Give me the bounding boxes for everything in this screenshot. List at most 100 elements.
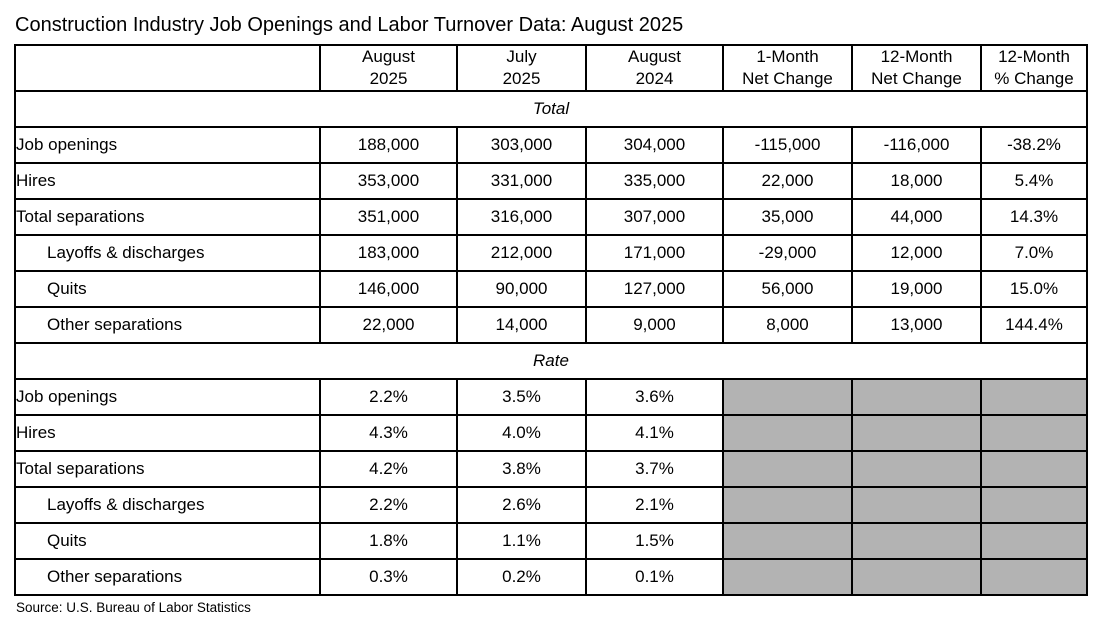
table-row: Other separations 0.3% 0.2% 0.1%: [14, 557, 1088, 596]
row-label: Total separations: [14, 449, 321, 488]
data-cell: 18,000: [851, 161, 982, 200]
empty-header-cell: [14, 44, 321, 92]
data-cell: 90,000: [456, 269, 587, 308]
jolts-table: August 2025 July 2025 August 2024 1-Mont…: [14, 44, 1088, 596]
column-header-line1: 12-Month: [880, 47, 953, 66]
page-title: Construction Industry Job Openings and L…: [15, 14, 684, 36]
data-cell: -116,000: [851, 125, 982, 164]
column-header-12-month-net-change: 12-Month Net Change: [851, 44, 982, 92]
data-cell: 3.5%: [456, 377, 587, 416]
blank-cell: [851, 377, 982, 416]
row-label: Quits: [14, 269, 321, 308]
table-row: Layoffs & discharges 183,000 212,000 171…: [14, 233, 1088, 272]
column-header-line1: July: [506, 47, 537, 66]
data-cell: 1.8%: [319, 521, 458, 560]
data-cell: 2.6%: [456, 485, 587, 524]
blank-cell: [851, 449, 982, 488]
row-label: Hires: [14, 413, 321, 452]
data-cell: 0.3%: [319, 557, 458, 596]
data-cell: 353,000: [319, 161, 458, 200]
data-cell: 19,000: [851, 269, 982, 308]
data-cell: -38.2%: [980, 125, 1088, 164]
data-cell: 15.0%: [980, 269, 1088, 308]
row-label: Layoffs & discharges: [14, 485, 321, 524]
data-cell: -115,000: [722, 125, 853, 164]
column-header-line1: August: [362, 47, 415, 66]
data-cell: 2.1%: [585, 485, 724, 524]
data-cell: 3.8%: [456, 449, 587, 488]
blank-cell: [851, 485, 982, 524]
data-cell: 212,000: [456, 233, 587, 272]
column-header-line2: Net Change: [871, 68, 962, 88]
blank-cell: [980, 485, 1088, 524]
data-cell: 351,000: [319, 197, 458, 236]
data-cell: 4.0%: [456, 413, 587, 452]
blank-cell: [722, 377, 853, 416]
data-cell: 303,000: [456, 125, 587, 164]
table-row: Total separations 351,000 316,000 307,00…: [14, 197, 1088, 236]
data-cell: 13,000: [851, 305, 982, 344]
blank-cell: [980, 377, 1088, 416]
data-cell: 2.2%: [319, 485, 458, 524]
data-cell: 2.2%: [319, 377, 458, 416]
data-cell: 0.1%: [585, 557, 724, 596]
blank-cell: [722, 521, 853, 560]
data-cell: -29,000: [722, 233, 853, 272]
section-band-row: Total: [14, 89, 1088, 128]
data-cell: 188,000: [319, 125, 458, 164]
data-cell: 9,000: [585, 305, 724, 344]
data-cell: 35,000: [722, 197, 853, 236]
blank-cell: [851, 413, 982, 452]
blank-cell: [722, 449, 853, 488]
blank-cell: [851, 521, 982, 560]
blank-cell: [980, 521, 1088, 560]
column-header-august-2025: August 2025: [319, 44, 458, 92]
table-row: Total separations 4.2% 3.8% 3.7%: [14, 449, 1088, 488]
data-cell: 307,000: [585, 197, 724, 236]
data-cell: 146,000: [319, 269, 458, 308]
column-header-line2: 2024: [635, 68, 674, 88]
section-header-total: Total: [14, 89, 1088, 128]
table-row: Other separations 22,000 14,000 9,000 8,…: [14, 305, 1088, 344]
table-row: Job openings 188,000 303,000 304,000 -11…: [14, 125, 1088, 164]
row-label: Other separations: [14, 557, 321, 596]
column-header-line2: 2025: [369, 68, 408, 88]
column-header-1-month-net-change: 1-Month Net Change: [722, 44, 853, 92]
data-cell: 56,000: [722, 269, 853, 308]
data-cell: 171,000: [585, 233, 724, 272]
data-cell: 5.4%: [980, 161, 1088, 200]
blank-cell: [722, 485, 853, 524]
section-band-row: Rate: [14, 341, 1088, 380]
data-cell: 22,000: [722, 161, 853, 200]
column-header-12-month-pct-change: 12-Month % Change: [980, 44, 1088, 92]
data-cell: 44,000: [851, 197, 982, 236]
row-label: Hires: [14, 161, 321, 200]
data-cell: 127,000: [585, 269, 724, 308]
blank-cell: [722, 557, 853, 596]
section-header-rate: Rate: [14, 341, 1088, 380]
data-cell: 3.7%: [585, 449, 724, 488]
data-cell: 3.6%: [585, 377, 724, 416]
data-cell: 12,000: [851, 233, 982, 272]
data-cell: 304,000: [585, 125, 724, 164]
blank-cell: [980, 449, 1088, 488]
table-row: Job openings 2.2% 3.5% 3.6%: [14, 377, 1088, 416]
row-label: Job openings: [14, 125, 321, 164]
blank-cell: [722, 413, 853, 452]
row-label: Job openings: [14, 377, 321, 416]
blank-cell: [980, 413, 1088, 452]
column-header-line1: 1-Month: [756, 47, 819, 66]
column-header-july-2025: July 2025: [456, 44, 587, 92]
blank-cell: [980, 557, 1088, 596]
data-cell: 1.5%: [585, 521, 724, 560]
column-header-line2: 2025: [502, 68, 541, 88]
table-row: Hires 353,000 331,000 335,000 22,000 18,…: [14, 161, 1088, 200]
table-row: Quits 146,000 90,000 127,000 56,000 19,0…: [14, 269, 1088, 308]
table-row: Layoffs & discharges 2.2% 2.6% 2.1%: [14, 485, 1088, 524]
row-label: Layoffs & discharges: [14, 233, 321, 272]
column-header-line1: August: [628, 47, 681, 66]
data-cell: 7.0%: [980, 233, 1088, 272]
data-cell: 14,000: [456, 305, 587, 344]
data-cell: 144.4%: [980, 305, 1088, 344]
